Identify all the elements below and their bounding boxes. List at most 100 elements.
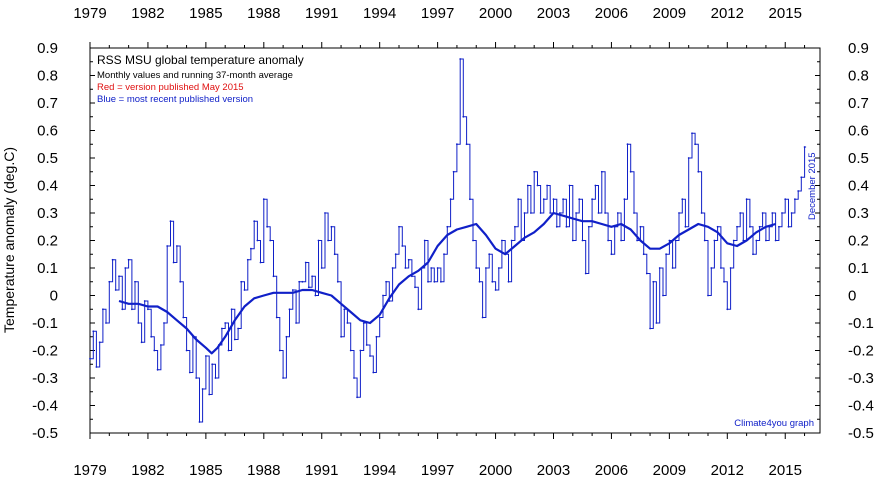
- data-point-monthly: [539, 212, 542, 214]
- data-point-monthly: [147, 308, 149, 311]
- data-point-monthly: [298, 280, 301, 283]
- data-point-monthly: [501, 239, 503, 242]
- data-point-monthly: [649, 327, 651, 330]
- data-point-monthly: [497, 267, 500, 269]
- data-point-monthly: [356, 396, 358, 399]
- data-point-monthly: [314, 294, 317, 297]
- data-point-monthly: [176, 245, 178, 247]
- y-tick-label-right: 0.4: [848, 178, 869, 195]
- data-point-monthly: [256, 239, 259, 242]
- data-point-monthly: [92, 330, 95, 333]
- data-point-monthly: [214, 377, 217, 379]
- data-point-monthly: [694, 143, 696, 146]
- data-point-monthly: [674, 239, 677, 242]
- data-point-monthly: [784, 198, 787, 201]
- data-point-monthly: [697, 170, 700, 173]
- data-point-monthly: [285, 335, 288, 338]
- data-point-monthly: [269, 239, 272, 242]
- data-point-monthly: [536, 184, 539, 187]
- x-tick-label-bottom: 1979: [73, 462, 106, 479]
- data-point-monthly: [758, 225, 761, 228]
- data-point-monthly: [478, 280, 481, 283]
- data-point-monthly: [755, 239, 758, 242]
- x-tick-label-top: 1994: [363, 5, 396, 22]
- data-point-monthly: [440, 280, 442, 283]
- data-point-monthly: [571, 239, 574, 242]
- data-point-monthly: [481, 316, 484, 319]
- data-point-monthly: [427, 280, 429, 283]
- data-point-monthly: [343, 308, 346, 311]
- data-point-monthly: [417, 308, 420, 311]
- data-point-monthly: [102, 308, 104, 311]
- data-point-monthly: [552, 198, 555, 201]
- y-tick-label-left: 0: [50, 288, 58, 305]
- data-point-monthly: [475, 267, 478, 269]
- data-point-monthly: [530, 212, 532, 214]
- data-point-monthly: [623, 198, 626, 201]
- data-point-monthly: [140, 341, 143, 344]
- data-point-monthly: [639, 225, 642, 228]
- data-point-monthly: [375, 335, 378, 338]
- data-point-monthly: [542, 198, 545, 201]
- data-point-monthly: [127, 258, 130, 261]
- credit-label: Climate4you graph: [734, 418, 814, 429]
- data-point-monthly: [172, 261, 175, 264]
- data-point-monthly: [230, 308, 233, 311]
- data-point-monthly: [591, 198, 593, 201]
- y-tick-label-left: 0.7: [37, 95, 58, 112]
- data-point-monthly: [134, 280, 136, 283]
- data-point-monthly: [684, 225, 687, 228]
- data-point-monthly: [291, 289, 294, 291]
- data-point-monthly: [156, 368, 159, 371]
- data-point-monthly: [401, 245, 404, 247]
- data-point-monthly: [645, 272, 648, 275]
- y-tick-label-right: 0.8: [848, 68, 869, 85]
- data-point-monthly: [713, 239, 716, 242]
- data-point-monthly: [687, 157, 690, 159]
- y-tick-label-left: 0.8: [37, 68, 58, 85]
- data-point-monthly: [465, 143, 468, 146]
- latest-month-label: December 2015: [807, 152, 818, 220]
- data-point-monthly: [275, 316, 278, 319]
- data-point-monthly: [108, 280, 111, 283]
- data-point-monthly: [98, 341, 101, 344]
- data-point-monthly: [185, 349, 188, 352]
- data-point-monthly: [111, 258, 114, 261]
- data-point-monthly: [365, 344, 368, 346]
- data-point-monthly: [739, 212, 742, 214]
- x-tick-label-top: 1985: [189, 5, 222, 22]
- data-point-monthly: [771, 212, 774, 214]
- data-point-monthly: [169, 220, 172, 223]
- y-tick-label-left: 0.2: [37, 233, 58, 250]
- data-point-monthly: [604, 212, 606, 214]
- data-point-monthly: [729, 267, 732, 269]
- data-point-monthly: [423, 239, 426, 242]
- x-tick-label-bottom: 1994: [363, 462, 396, 479]
- y-tick-label-right: -0.1: [848, 315, 874, 332]
- y-tick-label-left: -0.4: [32, 398, 58, 415]
- data-point-monthly: [227, 349, 230, 352]
- data-point-monthly: [124, 267, 127, 269]
- x-tick-label-top: 2009: [653, 5, 686, 22]
- y-axis-ticks: 0.9 0.9 0.8 0.8 0.7 0.7 0.6 0.6 0.5 0.5 0.4 0.4 0.3 0…: [32, 40, 874, 442]
- data-point-monthly: [752, 253, 754, 256]
- data-point-monthly: [575, 212, 577, 214]
- data-point-monthly: [523, 212, 526, 214]
- y-tick-label-right: -0.5: [848, 425, 874, 442]
- data-point-monthly: [143, 300, 146, 302]
- data-point-monthly: [378, 316, 381, 319]
- data-point-monthly: [240, 280, 243, 283]
- data-point-monthly: [568, 184, 571, 187]
- data-point-monthly: [533, 170, 536, 173]
- data-point-monthly: [745, 198, 748, 201]
- data-point-monthly: [642, 253, 645, 256]
- data-point-monthly: [153, 349, 156, 352]
- data-point-monthly: [559, 212, 561, 214]
- x-tick-label-bottom: 1985: [189, 462, 222, 479]
- data-point-monthly: [404, 267, 407, 269]
- data-point-monthly: [398, 225, 400, 228]
- y-tick-label-left: 0.1: [37, 260, 58, 277]
- data-point-monthly: [546, 184, 548, 187]
- x-tick-label-top: 2003: [537, 5, 570, 22]
